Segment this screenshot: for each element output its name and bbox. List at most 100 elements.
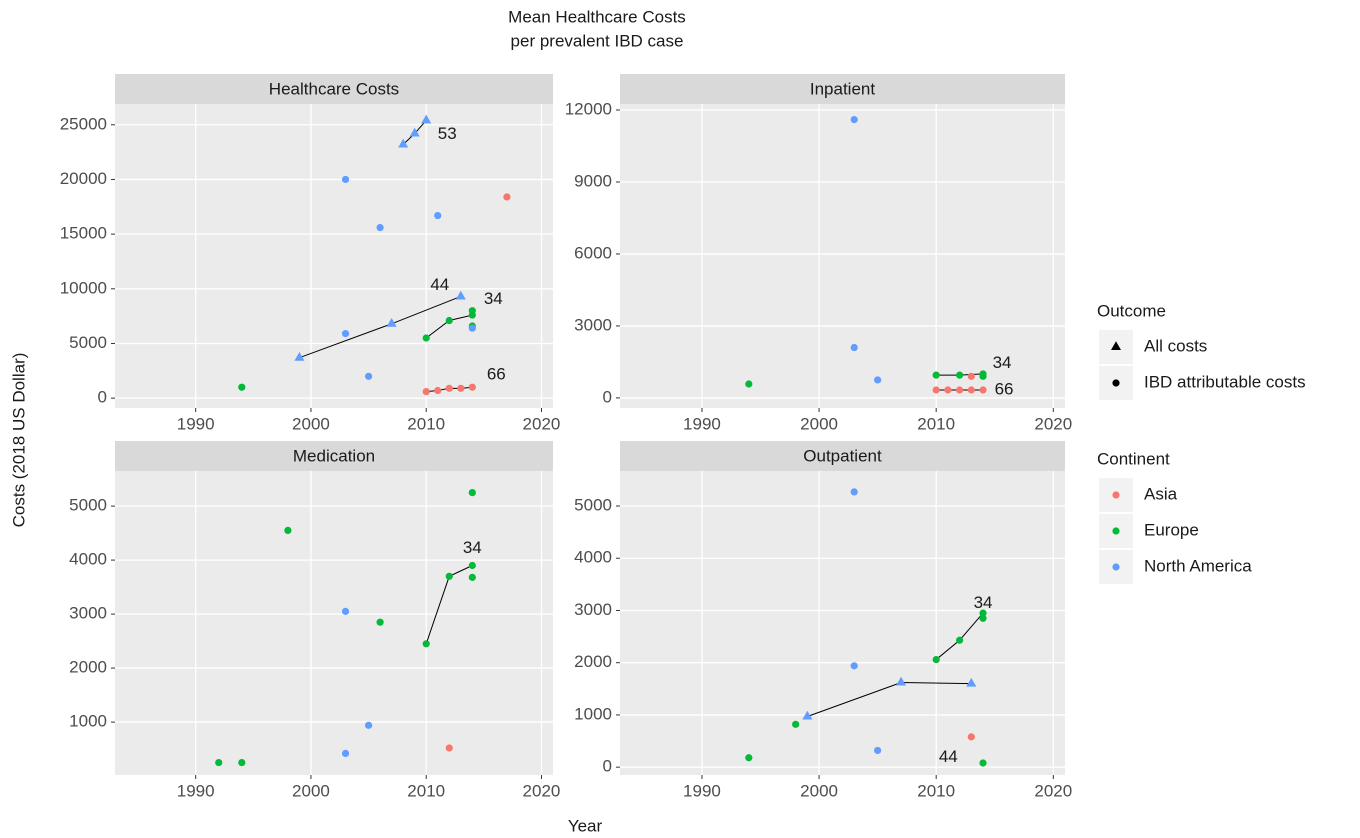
data-point	[238, 383, 246, 391]
data-point	[386, 318, 397, 327]
strip-label: Medication	[293, 446, 375, 465]
panel-background	[620, 104, 1065, 408]
legend-title: Outcome	[1097, 301, 1166, 320]
annotation: 53	[438, 124, 457, 143]
x-tick-label: 2010	[917, 781, 955, 800]
data-point	[376, 223, 384, 232]
legend-label: All costs	[1144, 336, 1207, 355]
data-point	[850, 662, 858, 670]
data-point	[932, 371, 940, 379]
y-tick-label: 0	[98, 388, 107, 407]
data-point	[294, 351, 305, 361]
data-point	[932, 386, 940, 394]
data-point	[341, 749, 350, 758]
data-point	[376, 618, 384, 626]
y-tick-label: 2000	[69, 658, 107, 677]
x-tick-label: 2000	[800, 414, 838, 433]
data-point	[503, 193, 511, 201]
legend-title: Continent	[1097, 449, 1170, 468]
data-point	[455, 290, 466, 300]
data-point	[944, 386, 952, 394]
data-point	[874, 376, 882, 384]
annotation: 66	[995, 379, 1014, 398]
data-point	[422, 334, 430, 342]
data-point	[979, 609, 987, 617]
x-tick-label: 1990	[177, 414, 215, 433]
strip-label: Outpatient	[803, 446, 882, 465]
chart-title: Mean Healthcare Costs	[508, 7, 686, 26]
x-tick-label: 1990	[683, 414, 721, 433]
y-tick-label: 0	[603, 757, 612, 776]
data-point	[434, 386, 442, 395]
x-tick-label: 2020	[523, 414, 561, 433]
data-point	[896, 676, 907, 686]
data-point	[409, 127, 420, 137]
legend-label: Europe	[1144, 520, 1199, 539]
data-point	[967, 386, 975, 394]
data-point	[979, 614, 987, 622]
data-point	[802, 710, 813, 720]
legend-marker	[1112, 527, 1120, 535]
data-point	[341, 607, 350, 615]
data-point	[445, 744, 453, 752]
data-point	[792, 720, 800, 728]
y-tick-label: 3000	[574, 315, 612, 334]
data-point	[468, 561, 476, 570]
data-point	[364, 372, 373, 380]
x-tick-label: 2010	[407, 414, 445, 433]
data-point	[932, 655, 940, 664]
data-point	[445, 316, 453, 325]
x-tick-label: 1990	[177, 781, 215, 800]
panel-background	[115, 104, 553, 408]
annotation: 34	[463, 538, 482, 557]
panel-background	[620, 471, 1065, 775]
data-point	[422, 640, 430, 648]
y-tick-label: 25000	[60, 114, 107, 133]
annotation: 44	[939, 747, 958, 766]
strip-label: Healthcare Costs	[269, 79, 399, 98]
strip	[620, 74, 1065, 104]
x-axis-label: Year	[568, 816, 603, 835]
data-point	[967, 733, 975, 741]
data-point	[979, 372, 987, 380]
data-point	[468, 488, 476, 497]
data-point	[468, 573, 476, 581]
data-point	[850, 343, 858, 352]
y-tick-label: 20000	[60, 169, 107, 188]
data-point	[979, 759, 987, 767]
legend-marker	[1112, 491, 1120, 499]
y-tick-label: 3000	[574, 600, 612, 619]
y-tick-label: 4000	[574, 548, 612, 567]
data-point	[468, 307, 476, 315]
data-point	[468, 383, 476, 391]
data-point	[215, 758, 223, 767]
chart-title: per prevalent IBD case	[511, 31, 684, 50]
data-point	[745, 380, 753, 388]
strip	[115, 74, 553, 104]
y-tick-label: 12000	[565, 99, 612, 118]
data-point	[284, 526, 292, 534]
data-point	[422, 387, 430, 396]
data-point	[979, 386, 987, 394]
x-tick-label: 1990	[683, 781, 721, 800]
y-tick-label: 6000	[574, 243, 612, 262]
legend-marker	[1112, 563, 1120, 571]
y-tick-label: 10000	[60, 278, 107, 297]
strip	[115, 441, 553, 471]
y-tick-label: 4000	[69, 550, 107, 569]
strip	[620, 441, 1065, 471]
data-point	[967, 372, 975, 380]
legend-marker	[1112, 379, 1120, 387]
legend-label: IBD attributable costs	[1144, 372, 1306, 391]
y-axis-label: Costs (2018 US Dollar)	[9, 353, 28, 528]
annotation: 34	[993, 353, 1012, 372]
data-point	[341, 330, 350, 338]
y-tick-label: 5000	[574, 495, 612, 514]
x-tick-label: 2000	[800, 781, 838, 800]
data-point	[956, 371, 964, 379]
legend-marker	[1111, 341, 1121, 350]
data-point	[874, 746, 882, 755]
data-point	[457, 384, 465, 392]
data-point	[956, 386, 964, 394]
strip-label: Inpatient	[810, 79, 875, 98]
